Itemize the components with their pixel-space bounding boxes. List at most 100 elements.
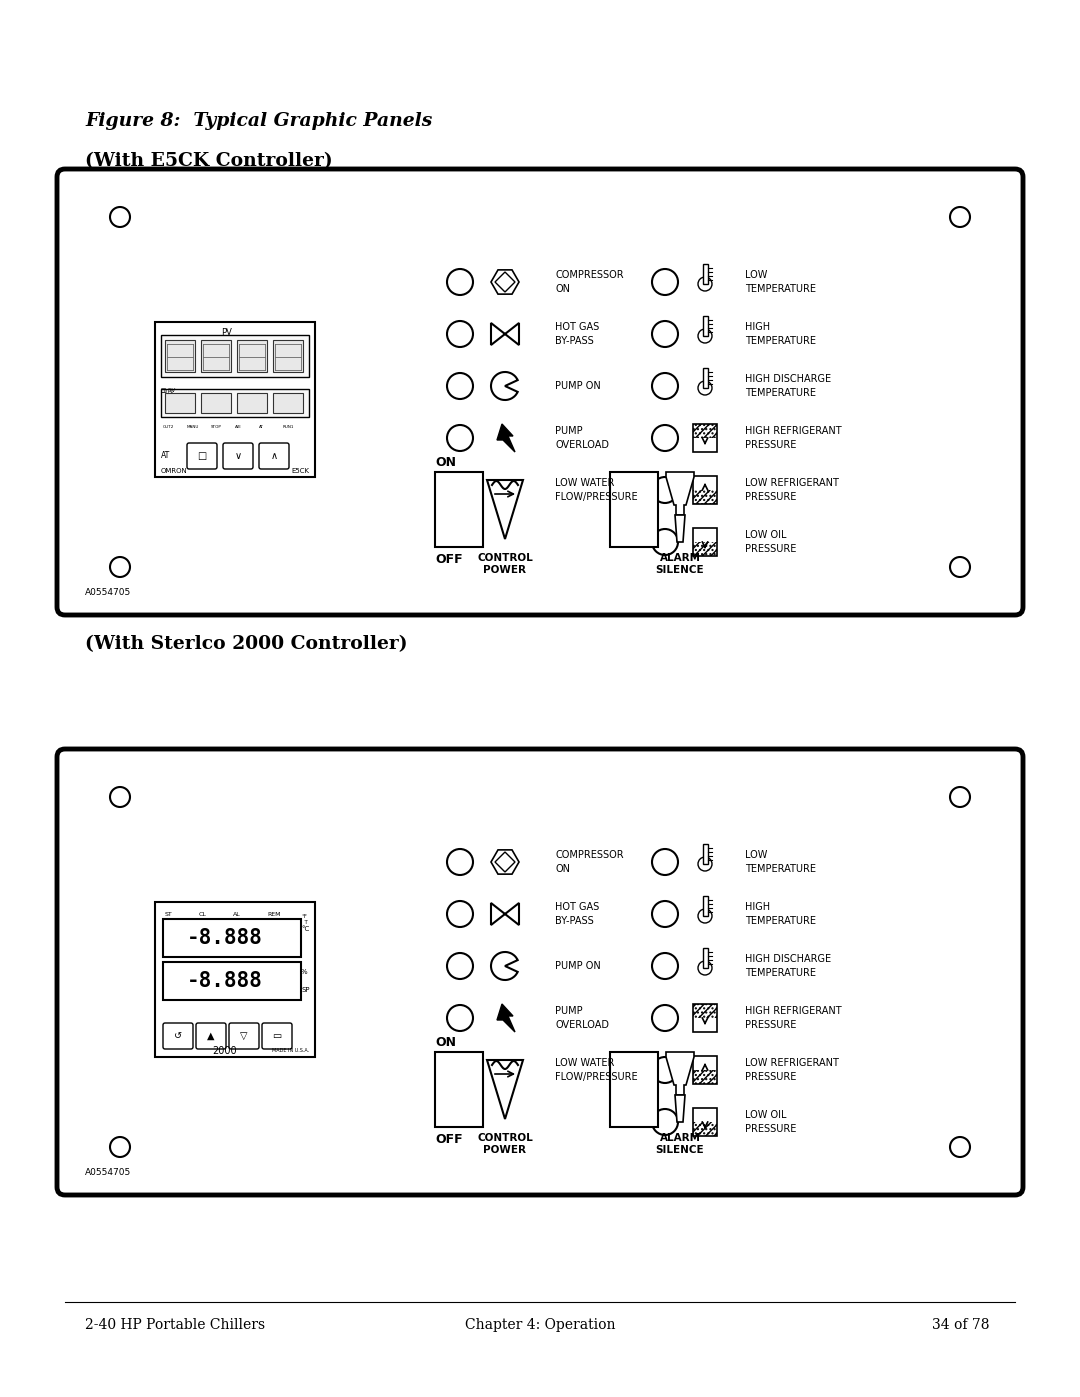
Bar	[156, 321, 315, 476]
Bar	[693, 1004, 717, 1018]
FancyBboxPatch shape	[195, 1023, 226, 1049]
Bar	[237, 393, 267, 414]
Text: -8.888: -8.888	[187, 971, 262, 990]
Text: LOW
TEMPERATURE: LOW TEMPERATURE	[745, 851, 816, 873]
Text: OFF: OFF	[435, 553, 462, 566]
Text: OMRON: OMRON	[161, 468, 188, 474]
Polygon shape	[675, 1095, 685, 1122]
Text: LOW OIL
PRESSURE: LOW OIL PRESSURE	[745, 531, 796, 553]
Text: %: %	[301, 970, 308, 975]
Bar	[163, 963, 301, 1000]
Polygon shape	[487, 481, 523, 539]
FancyBboxPatch shape	[57, 169, 1023, 615]
Text: PUMP ON: PUMP ON	[555, 961, 600, 971]
Bar	[693, 1004, 717, 1018]
Text: MANU: MANU	[187, 425, 200, 429]
Circle shape	[110, 557, 130, 577]
Bar	[702, 316, 707, 337]
Bar	[693, 1108, 717, 1136]
Text: HOT GAS
BY-PASS: HOT GAS BY-PASS	[555, 323, 599, 345]
Text: LOW WATER
FLOW/PRESSURE: LOW WATER FLOW/PRESSURE	[555, 478, 637, 502]
Text: ALARM
SILENCE: ALARM SILENCE	[656, 1133, 704, 1155]
Bar	[161, 335, 309, 377]
Circle shape	[447, 373, 473, 400]
Text: □ SV: □ SV	[161, 387, 175, 393]
FancyBboxPatch shape	[222, 443, 253, 469]
Text: 34 of 78: 34 of 78	[932, 1317, 990, 1331]
Text: ↺: ↺	[174, 1031, 183, 1041]
Text: °F
  T: °F T	[301, 914, 308, 925]
Circle shape	[652, 321, 678, 346]
Text: COMPRESSOR
ON: COMPRESSOR ON	[555, 271, 623, 293]
Circle shape	[950, 787, 970, 807]
Circle shape	[447, 1004, 473, 1031]
Text: AT: AT	[259, 425, 264, 429]
Bar	[163, 919, 301, 957]
Bar	[693, 1070, 717, 1084]
Circle shape	[447, 1058, 473, 1083]
Text: (With E5CK Controller): (With E5CK Controller)	[85, 152, 333, 170]
Circle shape	[652, 1109, 678, 1134]
Text: 2000: 2000	[213, 1046, 238, 1056]
Wedge shape	[491, 951, 517, 981]
FancyBboxPatch shape	[163, 1023, 193, 1049]
Text: ▭: ▭	[272, 1031, 282, 1041]
Polygon shape	[675, 515, 685, 542]
Bar	[435, 1052, 483, 1127]
Bar	[201, 393, 231, 414]
Text: ▽: ▽	[240, 1031, 247, 1041]
Text: PUMP ON: PUMP ON	[555, 381, 600, 391]
Circle shape	[698, 330, 712, 344]
Text: CONTROL
POWER: CONTROL POWER	[477, 553, 532, 576]
Text: PV: PV	[221, 328, 232, 337]
Text: ∨: ∨	[234, 451, 242, 461]
Text: A0554705: A0554705	[85, 1168, 132, 1178]
Circle shape	[652, 849, 678, 875]
Text: LOW REFRIGERANT
PRESSURE: LOW REFRIGERANT PRESSURE	[745, 1059, 839, 1081]
Bar	[435, 472, 483, 548]
Text: CL: CL	[199, 912, 207, 916]
FancyBboxPatch shape	[259, 443, 289, 469]
Polygon shape	[495, 852, 515, 872]
Bar	[702, 895, 707, 916]
Bar	[702, 367, 707, 388]
Text: LOW
TEMPERATURE: LOW TEMPERATURE	[745, 271, 816, 293]
Text: OUT2: OUT2	[163, 425, 174, 429]
Bar	[693, 528, 717, 556]
Text: -8.888: -8.888	[187, 928, 262, 949]
Polygon shape	[497, 425, 515, 453]
Bar	[693, 542, 717, 556]
Circle shape	[447, 321, 473, 346]
Text: A/E: A/E	[235, 425, 242, 429]
Text: LOW OIL
PRESSURE: LOW OIL PRESSURE	[745, 1111, 796, 1133]
Bar	[201, 339, 231, 372]
Bar	[693, 1122, 717, 1136]
Text: LOW WATER
FLOW/PRESSURE: LOW WATER FLOW/PRESSURE	[555, 1059, 637, 1081]
Bar	[610, 472, 658, 548]
Polygon shape	[666, 472, 694, 515]
Text: HIGH REFRIGERANT
PRESSURE: HIGH REFRIGERANT PRESSURE	[745, 426, 841, 450]
Circle shape	[950, 207, 970, 226]
Circle shape	[652, 901, 678, 928]
Text: (With Sterlco 2000 Controller): (With Sterlco 2000 Controller)	[85, 636, 407, 652]
Polygon shape	[491, 849, 519, 875]
Circle shape	[698, 909, 712, 923]
Text: OFF: OFF	[435, 1133, 462, 1146]
Polygon shape	[666, 1052, 694, 1095]
Circle shape	[950, 557, 970, 577]
Text: MADE IN U.S.A.: MADE IN U.S.A.	[272, 1049, 309, 1053]
Text: ▲: ▲	[207, 1031, 215, 1041]
Text: □: □	[198, 451, 206, 461]
Text: PUMP
OVERLOAD: PUMP OVERLOAD	[555, 426, 609, 450]
Polygon shape	[491, 323, 519, 345]
Circle shape	[698, 277, 712, 291]
Circle shape	[447, 425, 473, 451]
Text: ON: ON	[435, 1037, 456, 1049]
Circle shape	[652, 425, 678, 451]
Polygon shape	[487, 1060, 523, 1119]
Text: A0554705: A0554705	[85, 588, 132, 597]
Circle shape	[698, 856, 712, 870]
Text: ST: ST	[165, 912, 173, 916]
Bar	[702, 844, 707, 863]
Text: STOP: STOP	[211, 425, 221, 429]
